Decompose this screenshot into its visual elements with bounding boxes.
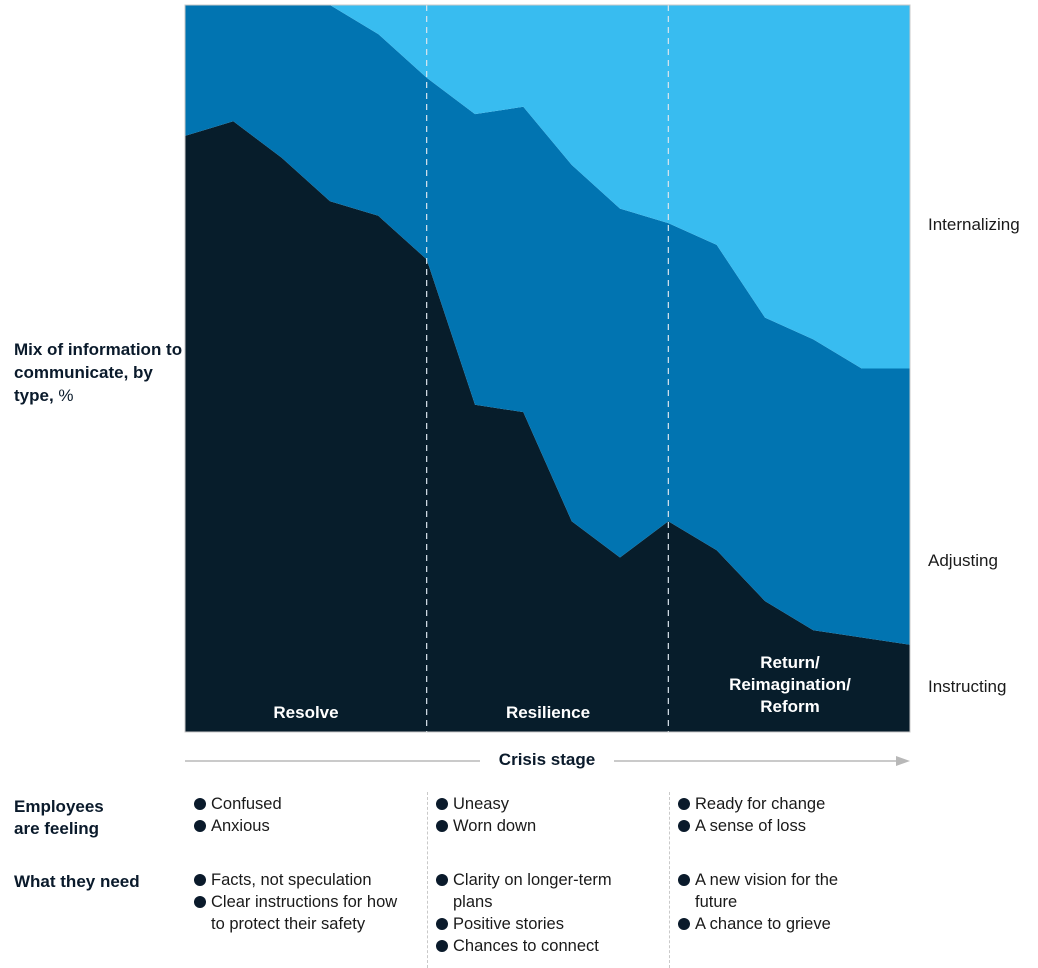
list-item: Facts, not speculation: [193, 869, 415, 891]
x-axis-title: Crisis stage: [480, 750, 614, 770]
column-separator-1: [427, 792, 428, 968]
list-item: Clear instructions for how to protect th…: [193, 891, 415, 935]
list-item: A chance to grieve: [677, 913, 882, 935]
stage-label-return: Return/ Reimagination/ Reform: [670, 652, 910, 718]
list-item: Confused: [193, 793, 418, 815]
area-series-instructing: [185, 121, 910, 733]
chart-areas: [185, 5, 910, 733]
y-axis-label-text: Mix of information to communicate, by ty…: [14, 340, 183, 405]
stage-label-return-line-1: Return/: [760, 653, 820, 672]
list-item: Positive stories: [435, 913, 620, 935]
legend-instructing: Instructing: [928, 677, 1007, 696]
list-item: Uneasy: [435, 793, 660, 815]
area-series-adjusting: [185, 5, 910, 645]
y-axis-unit: %: [58, 386, 74, 405]
list-item: Chances to connect: [435, 935, 620, 957]
stage-label-return-line-3: Reform: [760, 697, 820, 716]
list-item: A new vision for the future: [677, 869, 882, 913]
feelings-list-resolve: Confused Anxious: [193, 793, 418, 837]
stage-label-resolve: Resolve: [273, 703, 339, 722]
area-series-internalizing: [185, 5, 910, 369]
y-axis-label: Mix of information to communicate, by ty…: [14, 338, 184, 407]
needs-list-resilience: Clarity on longer-term plans Positive st…: [435, 869, 620, 957]
list-item: A sense of loss: [677, 815, 902, 837]
plot-frame: [184, 4, 911, 733]
column-separator-2: [669, 792, 670, 968]
list-item: Anxious: [193, 815, 418, 837]
list-item: Worn down: [435, 815, 660, 837]
list-item: Ready for change: [677, 793, 902, 815]
legend-adjusting: Adjusting: [928, 551, 998, 570]
feelings-list-return: Ready for change A sense of loss: [677, 793, 902, 837]
feeling-row-label-line-2: are feeling: [14, 819, 100, 838]
feelings-list-resilience: Uneasy Worn down: [435, 793, 660, 837]
feeling-row-label: Employees are feeling: [14, 796, 104, 840]
stage-label-return-line-2: Reimagination/: [729, 675, 851, 694]
list-item: Clarity on longer-term plans: [435, 869, 620, 913]
needs-list-return: A new vision for the future A chance to …: [677, 869, 882, 935]
need-row-label: What they need: [14, 872, 140, 891]
stage-label-resilience: Resilience: [505, 703, 591, 722]
stage-dividers: [426, 5, 669, 732]
legend-internalizing: Internalizing: [928, 215, 1020, 234]
feeling-row-label-line-1: Employees: [14, 797, 104, 816]
x-axis-arrow-head: [896, 756, 910, 766]
needs-list-resolve: Facts, not speculation Clear instruction…: [193, 869, 415, 935]
